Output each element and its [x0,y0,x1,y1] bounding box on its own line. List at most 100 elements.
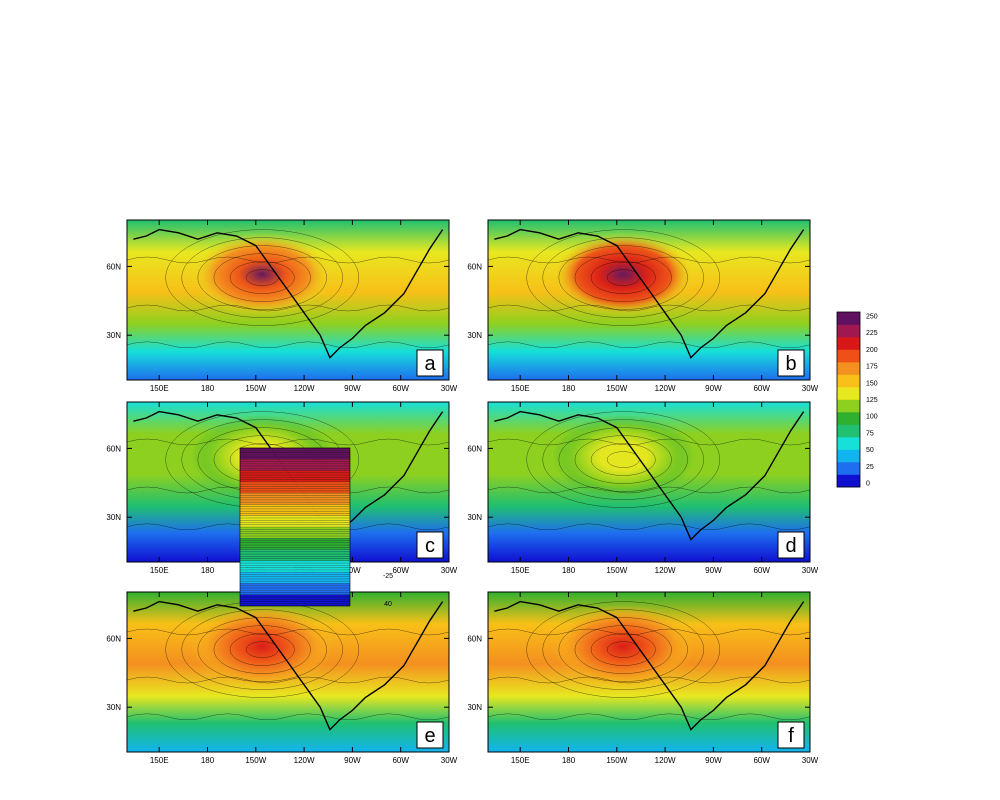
colorbar-tick-label: 200 [866,347,878,354]
overlay-stripe [240,486,350,489]
core-e [191,604,334,689]
x-tick-label: 180 [201,756,215,765]
y-tick-label: 60N [106,634,121,643]
overlay-stripe [240,547,350,550]
colorbar-tick-label: 175 [866,364,878,371]
colorbar-tick-label: 75 [866,430,874,437]
x-tick-label: 90W [344,384,361,393]
overlay-stripe [240,506,350,509]
x-tick-label: 30W [441,756,458,765]
coastline-f [494,600,805,731]
overlay-stripe [240,513,350,516]
y-tick-label: 30N [106,513,121,522]
x-tick-label: 60W [392,756,409,765]
overlay-stripe [240,499,350,503]
overlay-stripe [240,477,350,480]
x-tick-label: 180 [201,384,215,393]
x-tick-label: 120W [294,756,315,765]
x-tick-label: 150W [245,756,266,765]
overlay-stripe [240,452,350,455]
colorbar-tick-label: 50 [866,447,874,454]
colorbar-swatch [837,324,860,338]
overlay-stripe [240,601,350,604]
overlay-stripe [240,540,350,543]
y-tick-label: 60N [106,444,121,453]
overlay-stripe [240,466,350,469]
overlay-stripe [240,531,350,534]
x-tick-label: 90W [344,566,361,575]
overlay-stripe [240,524,350,527]
overlay-stripe [240,463,350,467]
colorbar-tick-label: 0 [866,481,870,488]
overlay-stripe [240,457,350,460]
overlay-stripe [240,533,350,537]
panel-label-box [777,349,805,377]
overlay-stripe [240,592,350,595]
overlay-stripe [240,603,350,606]
panel-frame-d [487,401,811,563]
overlay-stripe [240,479,350,482]
x-tick-label: 30W [802,756,819,765]
colorbar-swatch [837,474,860,488]
x-tick-label: 180 [562,384,576,393]
overlay-stripe [240,459,350,462]
colorbar-swatch [837,362,860,375]
overlay-stripe [240,596,350,600]
panel-label-box [777,531,805,559]
x-tick-label: 180 [201,566,215,575]
overlay-stripe [240,583,350,586]
x-tick-label: 150E [150,566,169,575]
panel-label: e [424,725,435,747]
panel-frame-a [126,219,450,381]
x-tick-label: 90W [705,756,722,765]
overlay-stripe [240,450,350,453]
panel-frame-b [487,219,811,381]
x-tick-label: 60W [753,384,770,393]
overlay-stripe [240,481,350,485]
overlay-stripe [240,490,350,494]
colorbar-swatch [837,399,860,413]
panel-label: f [788,725,794,747]
panel-label: a [424,353,436,375]
overlay-stripe [240,578,350,582]
x-tick-label: 120W [655,384,676,393]
overlay-stripe [240,563,350,566]
overlay-stripe [240,569,350,573]
overlay-stripe [240,522,350,525]
x-tick-label: 150E [511,566,530,575]
x-tick-label: 30W [802,384,819,393]
core-d [552,414,695,498]
overlay-stripe [240,515,350,518]
x-tick-label: 120W [655,566,676,575]
y-tick-label: 60N [467,262,482,271]
x-tick-label: 60W [392,384,409,393]
overlay-stripe [240,472,350,476]
overlay-stripe [240,488,350,491]
colorbar-tick-label: 250 [866,314,878,321]
overlay-stripe [240,454,350,458]
y-tick-label: 60N [467,444,482,453]
y-tick-label: 30N [106,331,121,340]
overlay-stripe [240,572,350,575]
x-tick-label: 150W [245,384,266,393]
panel-d: 150E 180 150W 120W 90W 60W 30W 60N 30N d [467,401,819,575]
x-tick-label: 180 [562,566,576,575]
overlay-stripe [240,504,350,507]
x-tick-label: 60W [753,756,770,765]
overlay-stripe [240,502,350,505]
overlay-stripe [240,520,350,523]
panel-label-box [416,531,444,559]
overlay-stripe [240,511,350,514]
panel-label-box [777,721,805,749]
overlay-stripe [240,461,350,464]
overlay-stripe [240,554,350,557]
overlay-stripe [240,560,350,564]
colorbar-swatch [837,449,860,463]
overlay-stripe [240,495,350,498]
x-tick-label: 150E [511,384,530,393]
overlay-stripe [240,529,350,532]
colorbar-swatch [837,424,860,438]
x-tick-label: 60W [392,566,409,575]
overlay-stripe [240,599,350,602]
